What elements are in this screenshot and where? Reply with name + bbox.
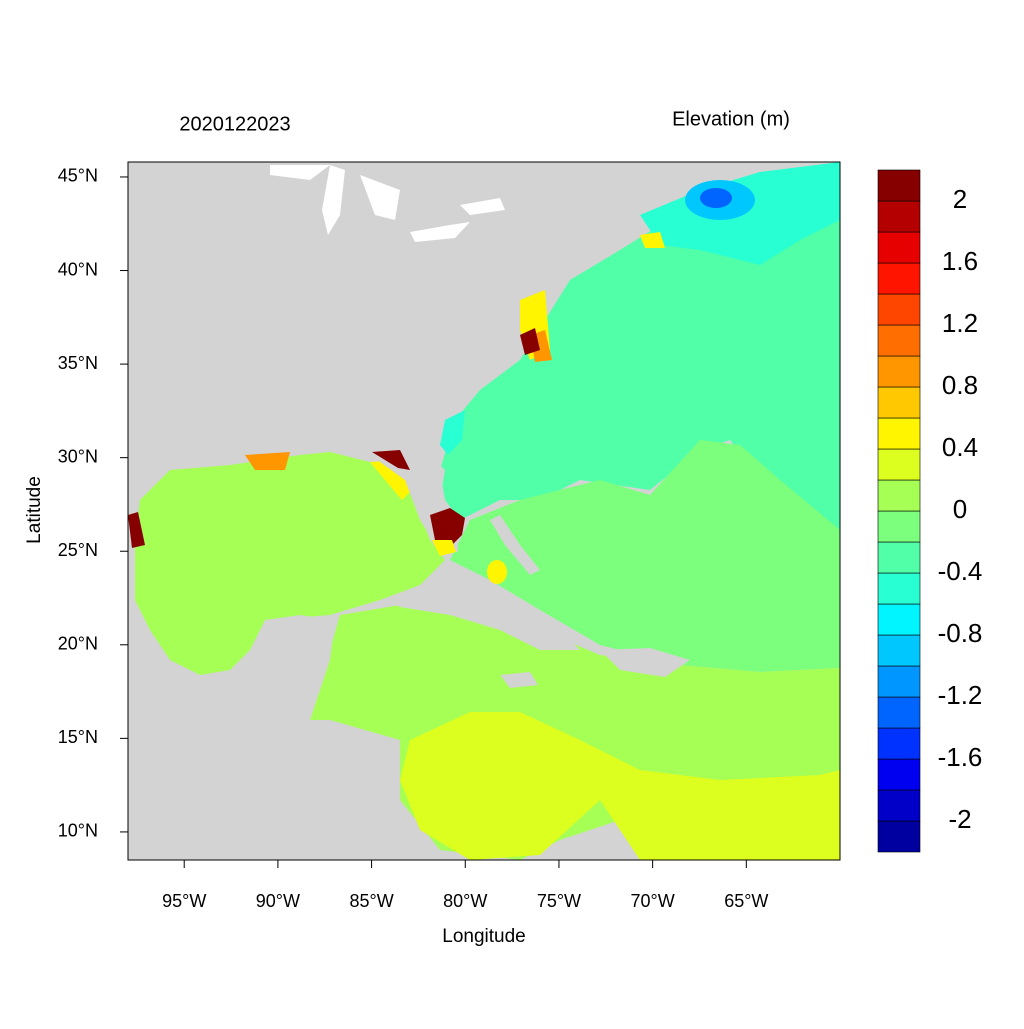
colorbar-box — [877, 262, 921, 295]
colorbar-box — [877, 479, 921, 512]
plot-frame — [127, 161, 841, 861]
lake — [410, 222, 470, 242]
colorbar-tick-label: -0.8 — [938, 618, 983, 648]
x-tick-label: 95°W — [162, 891, 206, 911]
x-tick-label: 90°W — [256, 891, 300, 911]
colorbar-box — [877, 603, 921, 636]
y-tick-label: 35°N — [58, 353, 98, 373]
y-axis-label: Latitude — [24, 476, 45, 544]
lake — [270, 165, 330, 180]
colorbar: -2 -1.6 -1.2 -0.8 -0.4 0 0.4 0.8 1.2 1.6 2 — [877, 169, 983, 853]
y-tick-label: 25°N — [58, 540, 98, 560]
colorbar-box — [877, 758, 921, 791]
land-yucatan — [240, 615, 335, 720]
colorbar-box — [877, 169, 921, 202]
colorbar-box — [877, 541, 921, 574]
colorbar-box — [877, 324, 921, 357]
colorbar-tick-label: 0 — [953, 494, 967, 524]
ocean-region — [430, 508, 465, 545]
colorbar-tick-label: -1.2 — [938, 680, 983, 710]
colorbar-box — [877, 386, 921, 419]
x-tick-label: 65°W — [724, 891, 768, 911]
lake — [360, 175, 400, 220]
x-tick-label: 70°W — [631, 891, 675, 911]
colorbar-tick-label: -1.6 — [938, 742, 983, 772]
x-tick-label: 75°W — [537, 891, 581, 911]
lake — [460, 198, 505, 215]
map-area — [128, 162, 840, 860]
x-tick-label: 85°W — [349, 891, 393, 911]
lake — [322, 165, 345, 235]
colorbar-box — [877, 634, 921, 667]
ocean-region — [700, 188, 732, 208]
colorbar-tick-label: 0.8 — [942, 370, 978, 400]
colorbar-tick-label: 0.4 — [942, 432, 978, 462]
colorbar-tick-label: 1.2 — [942, 308, 978, 338]
colorbar-box — [877, 696, 921, 729]
ocean-region — [245, 452, 290, 470]
colorbar-box — [877, 231, 921, 264]
ocean-region — [520, 328, 540, 355]
ocean-region — [135, 452, 445, 675]
colorbar-box — [877, 727, 921, 760]
land-bahamas — [490, 515, 540, 575]
y-tick-label: 15°N — [58, 727, 98, 747]
colorbar-tick-label: 2 — [953, 184, 967, 214]
colorbar-box — [877, 572, 921, 605]
colorbar-box — [877, 200, 921, 233]
y-tick-label: 40°N — [58, 259, 98, 279]
colorbar-box — [877, 355, 921, 388]
y-tick-label: 20°N — [58, 634, 98, 654]
colorbar-box — [877, 789, 921, 822]
ocean-region — [440, 410, 465, 455]
colorbar-tick-label: -2 — [948, 804, 971, 834]
land-jamaica — [500, 672, 538, 688]
y-tick-label: 30°N — [58, 446, 98, 466]
x-axis-label: Longitude — [442, 926, 525, 947]
ocean-region — [640, 232, 665, 248]
map-title: 2020122023 — [179, 113, 290, 135]
colorbar-box — [877, 448, 921, 481]
ocean-region — [128, 512, 145, 548]
x-tick-label: 80°W — [443, 891, 487, 911]
ocean-region — [487, 560, 507, 584]
colorbar-tick-label: 1.6 — [942, 246, 978, 276]
colorbar-box — [877, 820, 921, 853]
colorbar-box — [877, 417, 921, 450]
colorbar-box — [877, 293, 921, 326]
y-tick-label: 45°N — [58, 166, 98, 186]
colorbar-box — [877, 510, 921, 543]
colorbar-tick-label: -0.4 — [938, 556, 983, 586]
y-tick-label: 10°N — [58, 821, 98, 841]
ocean-region — [432, 540, 456, 556]
ocean-region — [372, 450, 410, 470]
colorbar-box — [877, 665, 921, 698]
ocean-region — [450, 440, 840, 672]
land-hispaniola — [600, 648, 690, 677]
land-cuba — [385, 590, 580, 650]
legend-title: Elevation (m) — [672, 108, 790, 130]
ocean-region — [400, 712, 840, 860]
